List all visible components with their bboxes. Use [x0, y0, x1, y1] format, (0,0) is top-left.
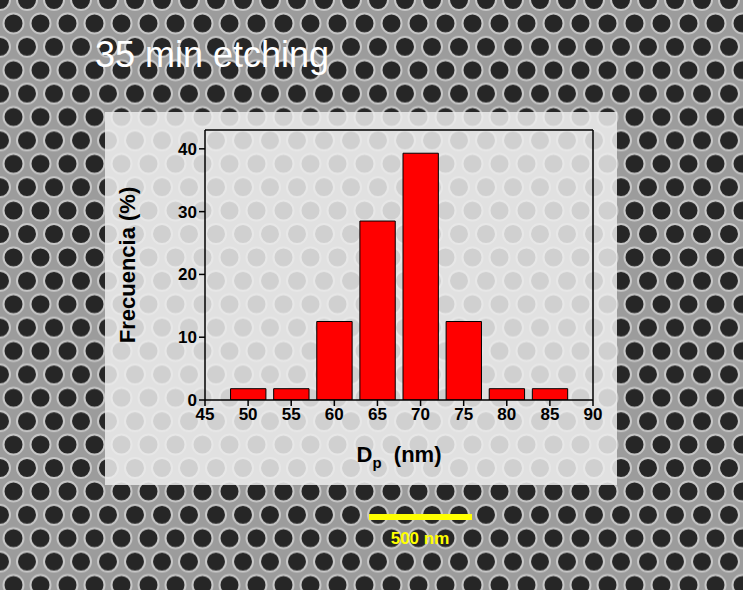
svg-text:10: 10 [178, 328, 197, 347]
svg-text:500 nm: 500 nm [391, 529, 450, 548]
svg-text:75: 75 [454, 405, 473, 424]
svg-text:Dp (nm): Dp (nm) [357, 442, 442, 471]
svg-text:70: 70 [411, 405, 430, 424]
svg-text:40: 40 [178, 140, 197, 159]
svg-text:90: 90 [584, 405, 603, 424]
svg-text:55: 55 [282, 405, 301, 424]
svg-text:60: 60 [325, 405, 344, 424]
svg-text:0: 0 [188, 391, 197, 410]
svg-text:45: 45 [196, 405, 215, 424]
svg-text:Frecuencia (%): Frecuencia (%) [115, 187, 140, 344]
svg-text:20: 20 [178, 265, 197, 284]
svg-text:85: 85 [540, 405, 559, 424]
svg-text:30: 30 [178, 203, 197, 222]
svg-text:65: 65 [368, 405, 387, 424]
svg-text:35 min etching: 35 min etching [95, 34, 329, 75]
svg-text:50: 50 [239, 405, 258, 424]
svg-text:80: 80 [497, 405, 516, 424]
